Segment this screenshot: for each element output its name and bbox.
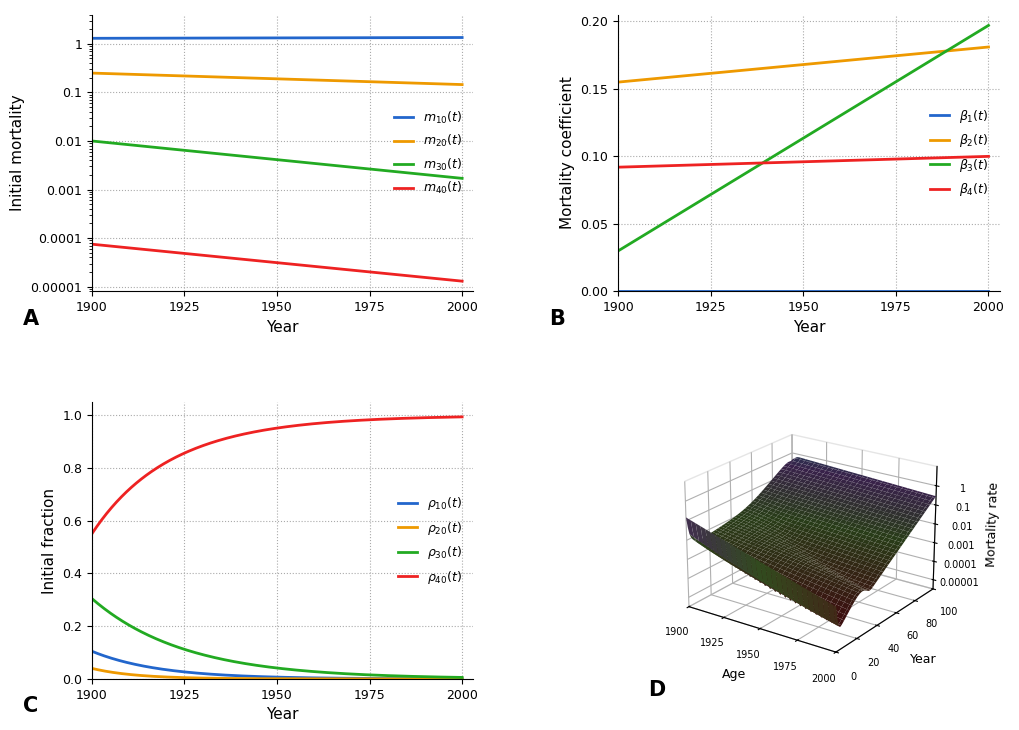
X-axis label: Year: Year [266,707,299,722]
Y-axis label: Initial fraction: Initial fraction [42,488,56,593]
Text: C: C [23,696,39,716]
Y-axis label: Initial mortality: Initial mortality [9,95,24,211]
Text: A: A [23,309,39,328]
Y-axis label: Year: Year [909,653,935,666]
Y-axis label: Mortality coefficient: Mortality coefficient [559,77,575,229]
X-axis label: Age: Age [720,669,745,681]
Text: D: D [648,680,665,699]
X-axis label: Year: Year [266,320,299,334]
Legend: $\rho_{10}(t)$, $\rho_{20}(t)$, $\rho_{30}(t)$, $\rho_{40}(t)$: $\rho_{10}(t)$, $\rho_{20}(t)$, $\rho_{3… [393,491,467,591]
Legend: $m_{10}(t)$, $m_{20}(t)$, $m_{30}(t)$, $m_{40}(t)$: $m_{10}(t)$, $m_{20}(t)$, $m_{30}(t)$, $… [388,104,467,201]
Legend: $\beta_1(t)$, $\beta_2(t)$, $\beta_3(t)$, $\beta_4(t)$: $\beta_1(t)$, $\beta_2(t)$, $\beta_3(t)$… [924,103,993,203]
X-axis label: Year: Year [792,320,824,334]
Text: B: B [549,309,565,328]
